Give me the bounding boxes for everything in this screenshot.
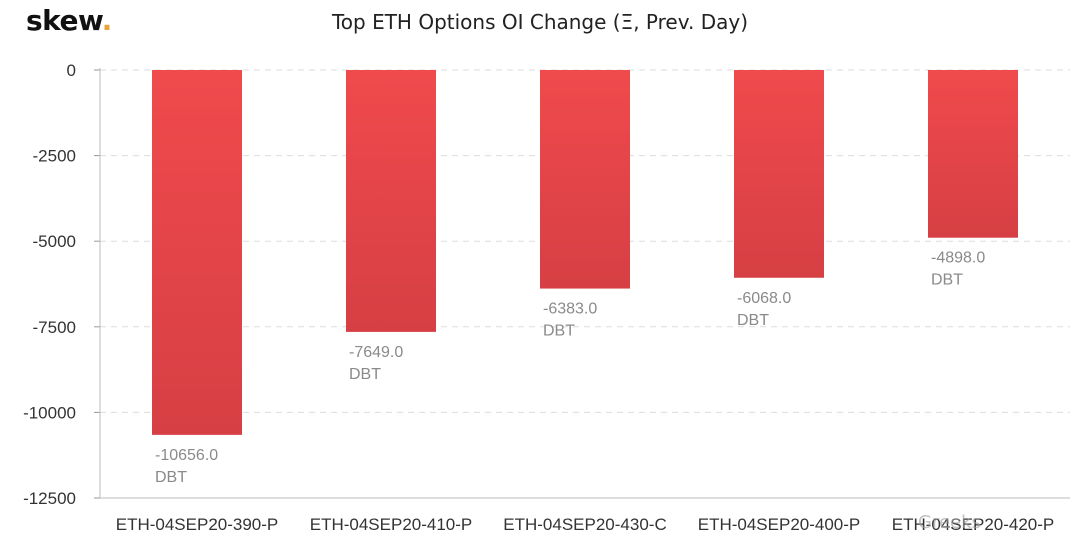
y-tick-label: -12500: [23, 489, 76, 508]
y-tick-label: -2500: [33, 147, 76, 166]
bar-unit-label: DBT: [737, 312, 769, 329]
bar-unit-label: DBT: [349, 366, 381, 383]
bar-unit-label: DBT: [155, 469, 187, 486]
bar-value-label: -6068.0: [737, 290, 791, 307]
x-tick-label: ETH-04SEP20-430-C: [503, 515, 666, 534]
chart-title: Top ETH Options OI Change (Ξ, Prev. Day): [331, 10, 749, 34]
bar-unit-label: DBT: [931, 272, 963, 289]
y-tick-label: -7500: [33, 318, 76, 337]
bar: [346, 70, 436, 332]
bar-value-label: -6383.0: [543, 301, 597, 318]
x-tick-label: ETH-04SEP20-390-P: [116, 515, 279, 534]
bar-value-label: -10656.0: [155, 447, 218, 464]
bar: [928, 70, 1018, 238]
x-tick-label: ETH-04SEP20-410-P: [310, 515, 473, 534]
watermark: Greeks: [918, 512, 981, 533]
bar-value-label: -7649.0: [349, 344, 403, 361]
bar-value-label: -4898.0: [931, 250, 985, 267]
bar: [540, 70, 630, 289]
bar: [152, 70, 242, 435]
bar: [734, 70, 824, 278]
bar-unit-label: DBT: [543, 323, 575, 340]
x-tick-label: ETH-04SEP20-420-P: [892, 515, 1055, 534]
x-tick-label: ETH-04SEP20-400-P: [698, 515, 861, 534]
y-tick-label: -10000: [23, 403, 76, 422]
y-tick-label: -5000: [33, 232, 76, 251]
y-tick-label: 0: [67, 61, 76, 80]
skew-logo: skew.: [26, 4, 112, 37]
